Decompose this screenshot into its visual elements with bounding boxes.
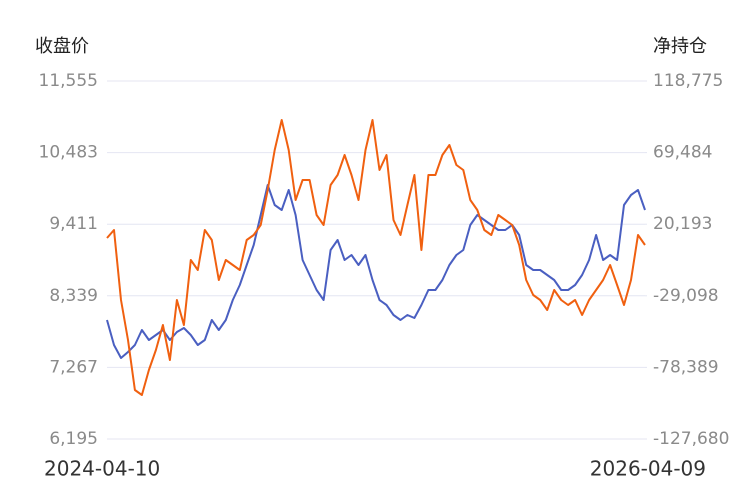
y2-tick-label: -127,680 xyxy=(653,429,729,449)
y-tick-label: 7,267 xyxy=(49,357,98,377)
plot xyxy=(106,119,646,396)
y2-tick-label: -78,389 xyxy=(653,357,719,377)
y-tick-label: 11,555 xyxy=(39,71,98,91)
grid xyxy=(107,80,647,440)
y-tick-label: 6,195 xyxy=(49,429,98,449)
x-tick-label: 2026-04-09 xyxy=(590,457,706,481)
y-axis-title: 收盘价 xyxy=(35,36,89,57)
y-tick-label: 10,483 xyxy=(39,143,98,163)
y2-tick-label: 118,775 xyxy=(653,71,723,91)
y2-tick-label: -29,098 xyxy=(653,286,719,306)
y-tick-label: 9,411 xyxy=(49,214,98,234)
x-tick-label: 2024-04-10 xyxy=(44,457,160,481)
y2-axis-title: 净持仓 xyxy=(653,36,707,57)
series-line xyxy=(106,184,646,359)
series-line xyxy=(106,119,646,396)
y-tick-label: 8,339 xyxy=(49,286,98,306)
y2-tick-label: 69,484 xyxy=(653,143,712,163)
y2-tick-label: 20,193 xyxy=(653,214,712,234)
